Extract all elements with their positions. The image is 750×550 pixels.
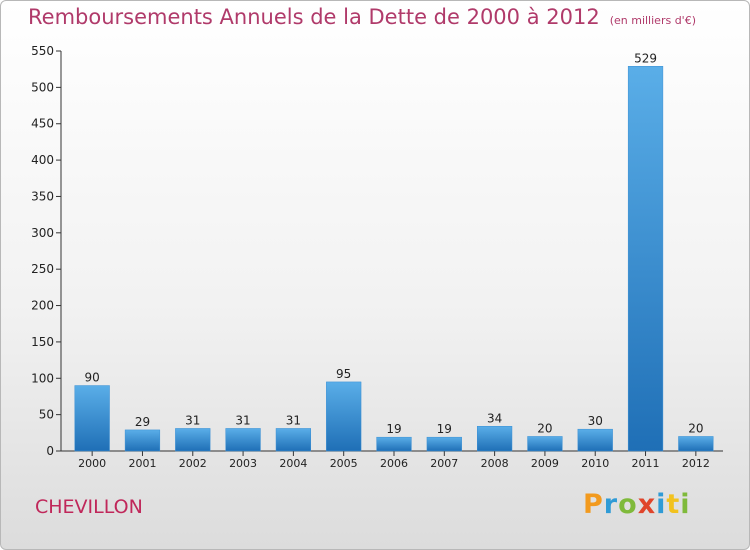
y-tick-label: 350 — [31, 189, 54, 203]
bar-value-label: 20 — [688, 421, 703, 435]
bar-2011 — [627, 66, 664, 452]
y-tick-label: 50 — [39, 408, 54, 422]
chart-title: Remboursements Annuels de la Dette de 20… — [28, 5, 696, 29]
x-tick-label: 2004 — [279, 457, 307, 470]
axes — [56, 50, 723, 456]
bar-value-label: 31 — [235, 413, 250, 427]
bar-value-label: 19 — [386, 422, 401, 436]
x-tick-label: 2001 — [128, 457, 156, 470]
y-tick-label: 550 — [31, 44, 54, 58]
logo-letter: t — [666, 489, 681, 520]
x-tick-label: 2002 — [179, 457, 207, 470]
y-tick-labels: 0 50 100 150 200 250 300 350 400 450 500 550 — [31, 44, 54, 458]
proxiti-logo: Proxiti — [583, 489, 691, 520]
x-tick-label: 2003 — [229, 457, 257, 470]
bar-2001 — [124, 429, 161, 452]
bar-2010 — [577, 428, 613, 452]
bar-2007 — [426, 436, 462, 452]
bar-2008 — [477, 426, 513, 452]
x-tick-label: 2007 — [430, 457, 458, 470]
bar-2012 — [678, 436, 714, 452]
logo-letter: x — [637, 489, 657, 520]
x-tick-label: 2011 — [632, 457, 660, 470]
x-tick-label: 2010 — [581, 457, 609, 470]
bar-2009 — [527, 436, 563, 452]
bar-2004 — [275, 428, 311, 452]
logo-letter: r — [603, 489, 619, 520]
bar-labels: 90 29 31 31 31 95 19 19 34 20 30 529 20 — [85, 51, 704, 436]
bar-2000 — [74, 385, 110, 452]
bar-2003 — [225, 428, 261, 452]
bar-value-label: 20 — [537, 421, 552, 435]
bar-value-label: 34 — [487, 411, 502, 425]
chart-title-text: Remboursements Annuels de la Dette de 20… — [28, 5, 600, 29]
bar-value-label: 90 — [85, 371, 100, 385]
x-tick-label: 2012 — [682, 457, 710, 470]
y-tick-label: 500 — [31, 80, 54, 94]
y-tick-label: 200 — [31, 299, 54, 313]
commune-name: CHEVILLON — [35, 496, 143, 518]
bar-value-label: 529 — [634, 51, 657, 65]
logo-letter: i — [656, 489, 667, 520]
bar-value-label: 30 — [588, 414, 603, 428]
y-tick-label: 0 — [46, 444, 54, 458]
chart-unit: (en milliers d'€) — [609, 14, 696, 27]
bar-value-label: 19 — [437, 422, 452, 436]
bar-value-label: 31 — [185, 413, 200, 427]
y-tick-label: 300 — [31, 226, 54, 240]
y-tick-label: 250 — [31, 262, 54, 276]
x-tick-label: 2005 — [330, 457, 358, 470]
y-tick-label: 150 — [31, 335, 54, 349]
logo-letter: o — [618, 489, 638, 520]
bar-2005 — [326, 381, 362, 452]
bar-2006 — [376, 436, 412, 452]
bars — [74, 66, 714, 452]
x-tick-label: 2006 — [380, 457, 408, 470]
x-tick-label: 2009 — [531, 457, 559, 470]
bar-value-label: 29 — [135, 415, 150, 429]
bar-value-label: 95 — [336, 367, 351, 381]
y-tick-label: 400 — [31, 153, 54, 167]
logo-letter: i — [680, 489, 691, 520]
y-tick-label: 450 — [31, 117, 54, 131]
bar-value-label: 31 — [286, 413, 301, 427]
x-tick-label: 2008 — [481, 457, 509, 470]
x-tick-label: 2000 — [78, 457, 106, 470]
x-tick-labels: 2000 2001 2002 2003 2004 2005 2006 2007 2008 2009… — [78, 457, 710, 470]
y-tick-label: 100 — [31, 371, 54, 385]
logo-letter: P — [583, 489, 604, 520]
bar-2002 — [175, 428, 211, 452]
